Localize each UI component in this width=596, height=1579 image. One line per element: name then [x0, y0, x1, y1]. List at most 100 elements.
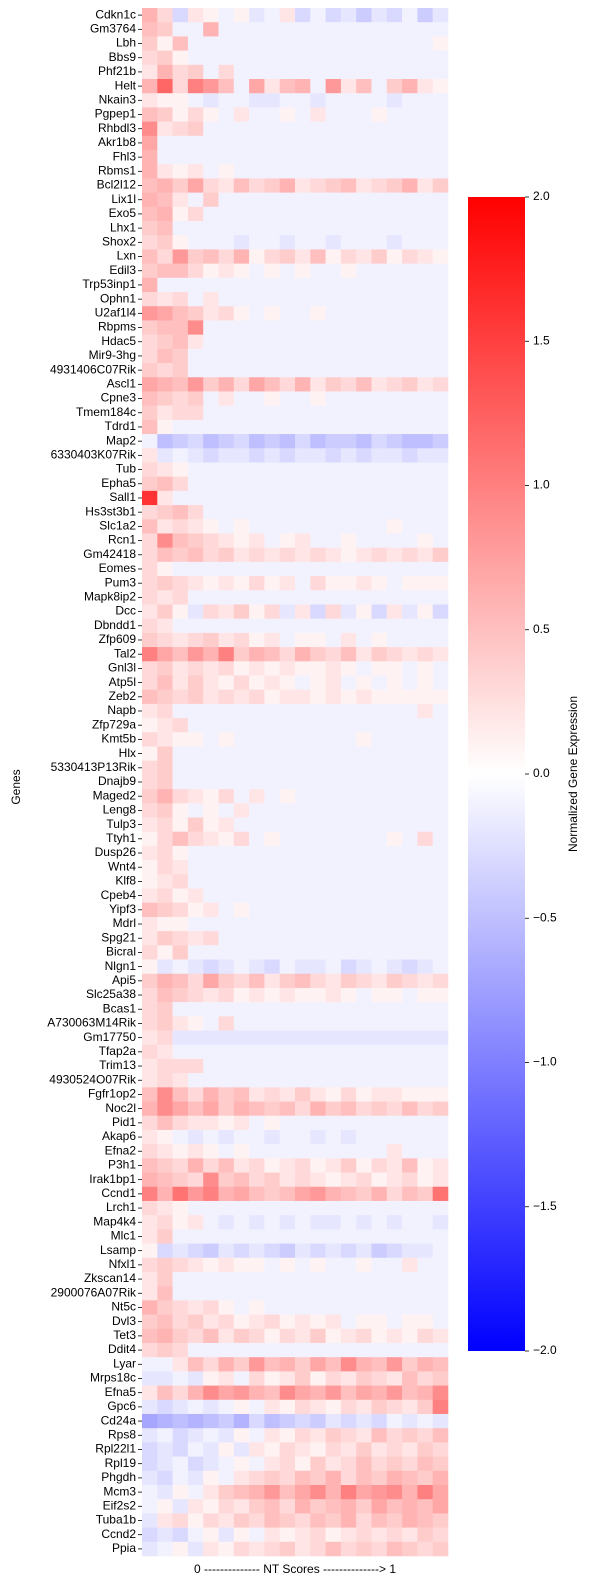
y-tick-label: Tmem184c [76, 405, 136, 419]
heatmap-cell [325, 1200, 342, 1216]
heatmap-cell [386, 860, 403, 875]
heatmap-cell [325, 292, 342, 307]
heatmap-cell [157, 50, 173, 66]
heatmap-cell [249, 1413, 265, 1429]
heatmap-cell [157, 8, 173, 23]
heatmap-cell [249, 959, 265, 975]
heatmap-cell [279, 987, 296, 1003]
heatmap-cell [402, 1513, 418, 1528]
heatmap-cell [417, 249, 433, 264]
heatmap-cell [402, 135, 418, 151]
heatmap-cell [417, 675, 433, 690]
heatmap-cell [142, 1456, 158, 1472]
heatmap-cell [249, 561, 265, 577]
heatmap-cell [249, 1229, 265, 1244]
heatmap-cell [402, 1200, 418, 1216]
heatmap-cell [325, 64, 342, 80]
heatmap-cell [233, 632, 250, 648]
heatmap-cell [356, 1087, 372, 1102]
heatmap-cell [402, 221, 418, 236]
heatmap-cell [402, 1044, 418, 1060]
heatmap-cell [371, 1186, 388, 1202]
heatmap-cell [325, 1300, 342, 1315]
heatmap-cell [172, 348, 189, 364]
heatmap-cell [325, 306, 342, 321]
heatmap-cell [432, 945, 449, 960]
heatmap-cell [310, 1158, 326, 1173]
heatmap-cell [157, 1470, 173, 1486]
heatmap-cell [249, 320, 265, 335]
heatmap-cell [356, 1215, 372, 1230]
heatmap-cell [203, 235, 219, 250]
heatmap-cell [233, 519, 250, 534]
heatmap-cell [172, 1200, 189, 1216]
heatmap-cell [157, 419, 173, 435]
heatmap-cell [279, 235, 296, 250]
heatmap-cell [402, 1428, 418, 1443]
heatmap-cell [218, 1257, 235, 1273]
heatmap-cell [356, 718, 372, 733]
heatmap-cell [386, 476, 403, 492]
heatmap-cell [264, 1158, 280, 1173]
heatmap-cell [417, 277, 433, 293]
heatmap-cell [325, 817, 342, 833]
heatmap-cell [172, 803, 189, 818]
heatmap-cell [371, 1385, 388, 1401]
heatmap-cell [218, 22, 235, 37]
heatmap-cell [402, 547, 418, 563]
heatmap-cell [340, 746, 357, 761]
heatmap-cell [218, 661, 235, 676]
heatmap-cell [203, 1044, 219, 1060]
heatmap-cell [249, 618, 265, 634]
heatmap-cell [157, 1101, 173, 1117]
heatmap-cell [187, 1428, 204, 1443]
heatmap-cell [264, 1342, 280, 1358]
heatmap-cell [218, 1002, 235, 1017]
heatmap-cell [340, 490, 357, 506]
heatmap-cell [157, 760, 173, 776]
heatmap-cell [249, 789, 265, 804]
heatmap-cell [432, 1044, 449, 1060]
heatmap-cell [417, 405, 433, 421]
heatmap-cell [295, 50, 311, 66]
heatmap-cell [325, 1073, 342, 1088]
heatmap-cell [264, 860, 280, 875]
heatmap-cell [233, 959, 250, 975]
heatmap-cell [295, 1087, 311, 1102]
heatmap-cell [157, 1200, 173, 1216]
heatmap-cell [279, 817, 296, 833]
heatmap-cell [402, 1087, 418, 1102]
colorbar-tick-label: −2.0 [533, 1343, 557, 1357]
heatmap-cell [325, 618, 342, 634]
heatmap-cell [157, 874, 173, 889]
heatmap-cell [187, 1073, 204, 1088]
heatmap-cell [325, 1271, 342, 1287]
heatmap-cell [203, 164, 219, 179]
heatmap-cell [218, 1385, 235, 1401]
heatmap-cell [432, 206, 449, 222]
heatmap-cell [386, 277, 403, 293]
heatmap-cell [386, 1300, 403, 1315]
heatmap-cell [187, 150, 204, 165]
heatmap-cell [157, 902, 173, 918]
heatmap-cell [249, 987, 265, 1003]
heatmap-cell [249, 661, 265, 676]
heatmap-cell [402, 1058, 418, 1074]
heatmap-cell [386, 1484, 403, 1500]
heatmap-cell [356, 959, 372, 975]
heatmap-cell [249, 760, 265, 776]
heatmap-cell [233, 334, 250, 350]
heatmap-cell [340, 675, 357, 690]
heatmap-cell [264, 703, 280, 719]
heatmap-cell [142, 1357, 158, 1372]
heatmap-cell [157, 732, 173, 747]
heatmap-cell [172, 1286, 189, 1301]
heatmap-cell [417, 1144, 433, 1159]
heatmap-cell [386, 1456, 403, 1472]
y-tick-label: Tdrd1 [105, 419, 137, 433]
heatmap-cell [402, 1243, 418, 1259]
heatmap-cell [172, 1172, 189, 1188]
heatmap-cell [371, 1271, 388, 1287]
heatmap-cell [279, 1215, 296, 1230]
heatmap-cell [233, 1115, 250, 1131]
